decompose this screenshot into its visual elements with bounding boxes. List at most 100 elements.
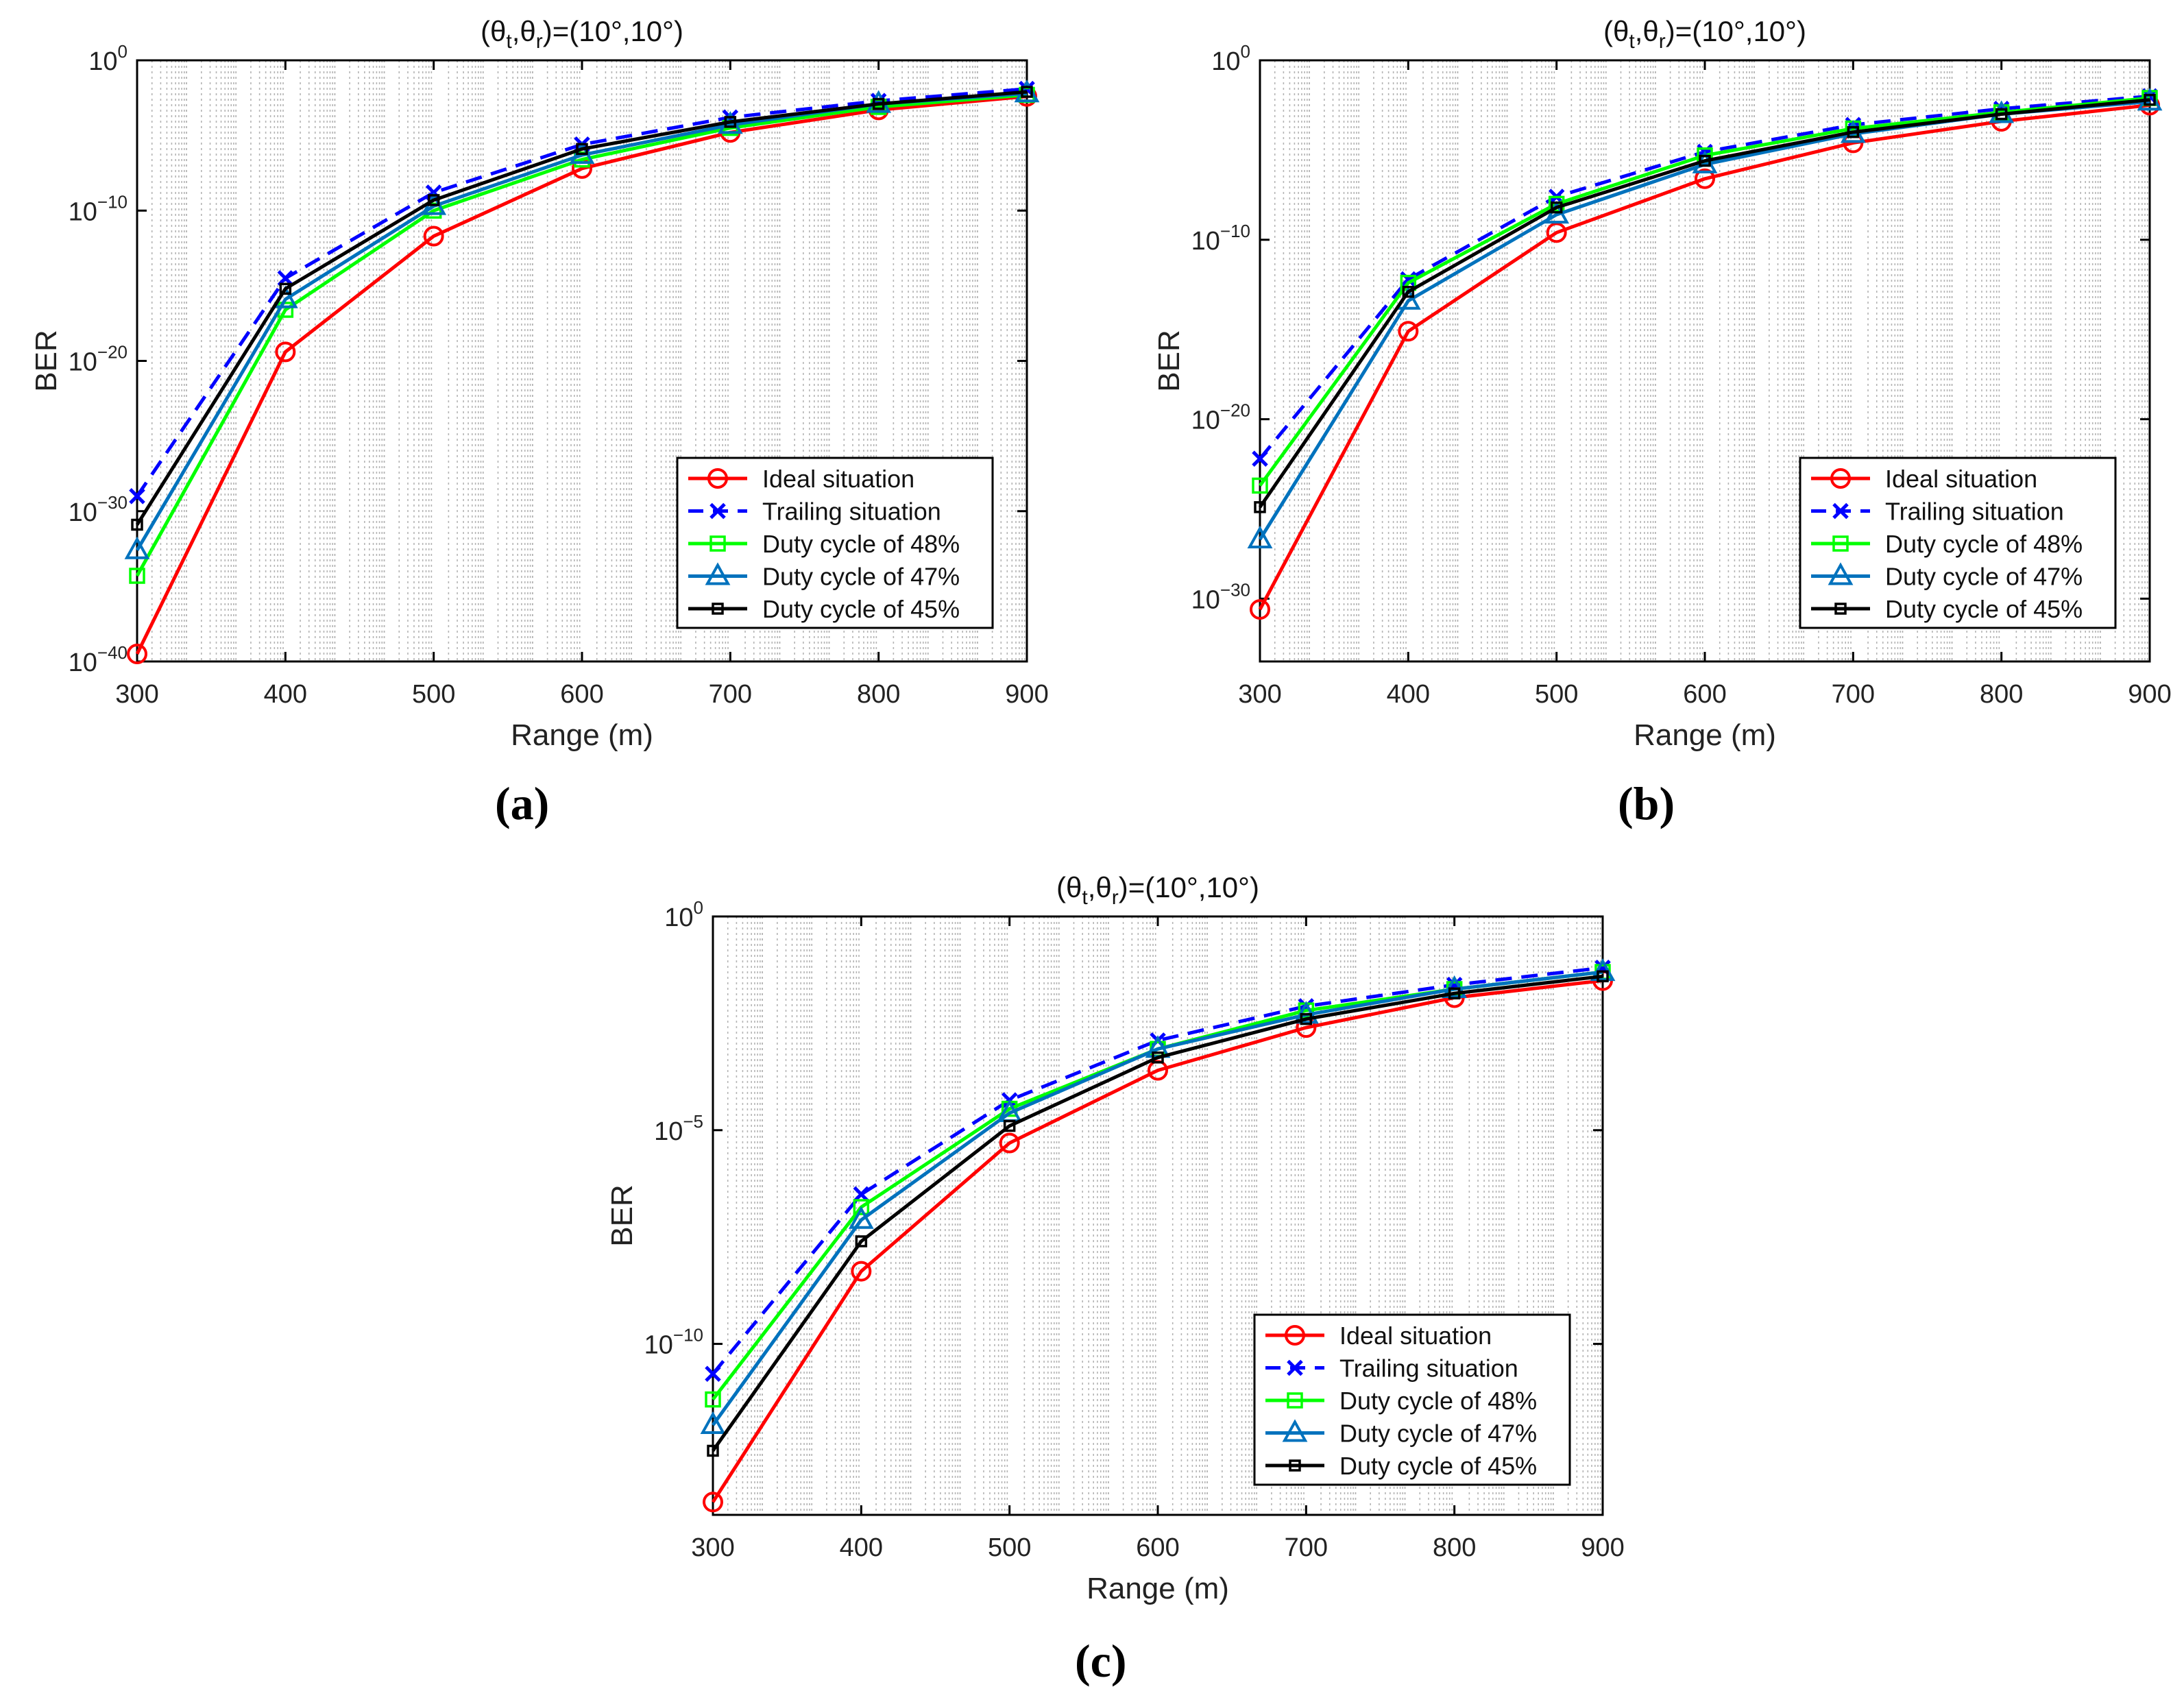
- y-tick-label: 10−30: [69, 492, 128, 527]
- x-tick-label: 400: [264, 680, 307, 709]
- legend-marker: [712, 603, 724, 615]
- legend-marker: [1287, 1359, 1303, 1376]
- data-point: [1152, 1051, 1164, 1064]
- y-tick-label: 10−10: [644, 1325, 703, 1360]
- data-point: [1398, 321, 1419, 342]
- data-point: [703, 1492, 723, 1513]
- data-point: [1252, 450, 1268, 467]
- x-stroke: [853, 1186, 870, 1203]
- data-point: [1699, 154, 1711, 167]
- data-point: [1021, 86, 1033, 98]
- legend-item: Ideal situation: [1811, 465, 2037, 493]
- x-tick-label: 500: [412, 680, 455, 709]
- caption-b: (b): [1618, 777, 1675, 829]
- x-tick-label: 600: [1136, 1533, 1179, 1562]
- legend-marker: [707, 468, 728, 489]
- data-point: [427, 194, 440, 206]
- legend-marker: [709, 502, 726, 520]
- data-point: [1847, 125, 1860, 138]
- data-point: [855, 1235, 868, 1248]
- legend-label: Duty cycle of 47%: [1339, 1420, 1537, 1448]
- data-point: [576, 143, 588, 156]
- legend-item: Duty cycle of 48%: [1265, 1387, 1537, 1415]
- legend-item: Trailing situation: [688, 498, 941, 526]
- x-axis-label: Range (m): [511, 718, 653, 752]
- data-point: [1400, 271, 1417, 288]
- legend-label: Ideal situation: [1885, 465, 2037, 493]
- data-point: [275, 341, 296, 363]
- legend-item: Duty cycle of 47%: [1265, 1419, 1537, 1448]
- legend-marker: [1282, 1419, 1308, 1442]
- data-point: [279, 282, 292, 295]
- legend-label: Duty cycle of 48%: [762, 530, 960, 558]
- legend-marker: [705, 562, 731, 585]
- data-point: [423, 226, 444, 247]
- data-point: [1003, 1119, 1016, 1132]
- data-point: [1448, 987, 1461, 999]
- legend-label: Ideal situation: [762, 465, 914, 493]
- x-stroke: [709, 502, 726, 520]
- x-stroke: [1252, 450, 1268, 467]
- legend-item: Duty cycle of 48%: [688, 530, 960, 558]
- x-tick-label: 300: [115, 680, 158, 709]
- legend-item: Duty cycle of 45%: [1811, 595, 2083, 623]
- x-tick-label: 500: [1535, 680, 1578, 709]
- legend-item: Trailing situation: [1265, 1354, 1518, 1383]
- x-tick-label: 700: [1285, 1533, 1328, 1562]
- y-axis-label: BER: [605, 1184, 639, 1246]
- legend-marker: [1830, 468, 1851, 489]
- data-point: [1995, 108, 2008, 121]
- legend-label: Duty cycle of 47%: [1885, 563, 2083, 591]
- legend-item: Duty cycle of 45%: [1265, 1452, 1537, 1480]
- legend-item: Duty cycle of 47%: [688, 562, 960, 591]
- x-axis-label: Range (m): [1087, 1572, 1229, 1605]
- legend-item: Ideal situation: [688, 465, 914, 493]
- y-tick-label: 10−20: [1191, 400, 1250, 435]
- grid-lines: [727, 916, 1601, 1515]
- x-stroke: [705, 1365, 721, 1382]
- data-point: [124, 536, 150, 559]
- legend-item: Duty cycle of 48%: [1811, 530, 2083, 558]
- series-line: [711, 974, 1603, 1452]
- y-axis-label: BER: [29, 330, 63, 391]
- data-point: [848, 1206, 874, 1229]
- x-tick-label: 600: [1683, 680, 1726, 709]
- data-point: [129, 568, 145, 584]
- x-stroke: [1400, 271, 1417, 288]
- x-tick-label: 400: [1387, 680, 1430, 709]
- legend-item: Duty cycle of 45%: [688, 595, 960, 623]
- x-stroke: [1287, 1359, 1303, 1376]
- x-tick-label: 600: [560, 680, 603, 709]
- legend-marker: [1287, 1392, 1303, 1409]
- legend-label: Duty cycle of 47%: [762, 563, 960, 591]
- y-tick-label: 100: [1211, 41, 1250, 76]
- legend-label: Duty cycle of 45%: [1339, 1452, 1537, 1480]
- series-duty-cycle-of-45: [1254, 93, 2156, 513]
- data-point: [705, 1391, 721, 1408]
- x-tick-label: 400: [840, 1533, 883, 1562]
- caption-c: (c): [1075, 1635, 1127, 1687]
- series-line: [135, 95, 1028, 655]
- data-point: [1550, 201, 1563, 214]
- chart-title: (θt,θr)=(10°,10°): [1056, 871, 1259, 909]
- legend-marker: [1834, 603, 1847, 615]
- legend-label: Duty cycle of 45%: [1885, 595, 2083, 623]
- data-point: [853, 1199, 870, 1215]
- legend-label: Trailing situation: [762, 498, 941, 526]
- data-point: [999, 1132, 1020, 1154]
- series-line: [1258, 98, 2150, 509]
- data-point: [1250, 599, 1270, 620]
- y-tick-label: 10−20: [69, 342, 128, 377]
- series-duty-cycle-of-45: [707, 970, 1609, 1457]
- y-tick-label: 100: [88, 41, 128, 76]
- legend-label: Duty cycle of 48%: [1339, 1387, 1537, 1415]
- legend-marker: [1289, 1459, 1301, 1472]
- x-tick-label: 700: [709, 680, 752, 709]
- series-line: [135, 93, 1028, 577]
- y-tick-label: 10−10: [69, 191, 128, 226]
- data-point: [705, 1365, 721, 1382]
- y-axis-label: BER: [1152, 330, 1186, 391]
- x-stroke: [129, 488, 145, 504]
- x-tick-label: 800: [857, 680, 900, 709]
